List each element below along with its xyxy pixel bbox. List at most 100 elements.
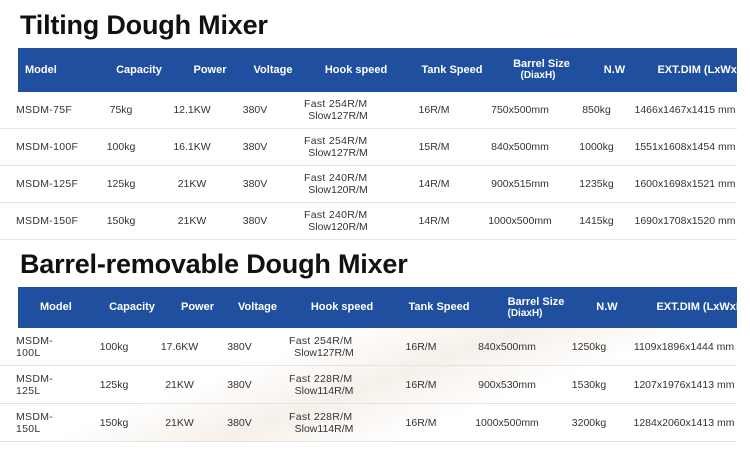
cell-model: MSDM-150L <box>16 410 54 435</box>
hook-slow: Slow127R/M <box>294 346 354 359</box>
cell-tank-speed: 16R/M <box>405 378 437 391</box>
cell-barrel-size: 840x500mm <box>491 141 549 153</box>
tilting-mixer-title: Tilting Dough Mixer <box>20 10 268 40</box>
cell-model: MSDM-100L <box>16 334 54 359</box>
cell-nw: 1530kg <box>571 378 607 391</box>
cell-barrel-size: 750x500mm <box>491 104 549 116</box>
header-nw: N.W <box>603 63 626 76</box>
cell-hook-speed: Fast 254R/M Slow127R/M <box>288 135 388 159</box>
cell-nw: 1250kg <box>571 340 607 353</box>
hook-fast: Fast 254R/M <box>304 98 368 110</box>
cell-tank-speed: 14R/M <box>418 215 450 227</box>
cell-barrel-size: 840x500mm <box>478 340 536 353</box>
header-nw: N.W <box>596 301 618 313</box>
table-row: MSDM-125L 125kg 21KW 380V Fast 228R/M Slow114… <box>0 366 737 404</box>
cell-power: 16.1KW <box>173 141 211 153</box>
table-row: MSDM-100L 100kg 17.6KW 380V Fast 254R/M Slow1… <box>0 328 737 366</box>
header-capacity: Capacity <box>116 63 162 76</box>
cell-tank-speed: 16R/M <box>418 104 450 116</box>
cell-ext-dim: 1600x1698x1521 mm <box>634 178 736 190</box>
hook-slow: Slow114R/M <box>294 422 354 435</box>
cell-voltage: 380V <box>242 215 268 227</box>
cell-barrel-size: 900x530mm <box>478 378 536 391</box>
cell-nw: 1000kg <box>579 141 614 153</box>
cell-capacity: 75kg <box>109 104 133 116</box>
cell-tank-speed: 16R/M <box>405 340 437 353</box>
header-hook-speed: Hook speed <box>324 63 388 76</box>
cell-power: 21KW <box>177 215 207 227</box>
cell-ext-dim: 1690x1708x1520 mm <box>634 215 736 227</box>
header-tank-speed: Tank Speed <box>408 301 470 313</box>
cell-capacity: 150kg <box>99 416 129 429</box>
cell-model: MSDM-100F <box>16 141 79 153</box>
removable-mixer-table: Model Capacity Power Voltage Hook speed Tank … <box>0 287 748 442</box>
header-barrel-size: Barrel Size (DiaxH) <box>498 58 578 82</box>
cell-ext-dim: 1551x1608x1454 mm <box>634 141 736 153</box>
cell-tank-speed: 14R/M <box>418 178 450 190</box>
cell-nw: 850kg <box>582 104 611 116</box>
cell-ext-dim: 1466x1467x1415 mm <box>634 104 736 116</box>
header-ext-dim: EXT.DIM (LxWxH) <box>656 301 748 313</box>
cell-capacity: 150kg <box>106 215 136 227</box>
cell-hook-speed: Fast 228R/M Slow114R/M <box>273 411 375 435</box>
cell-barrel-size: 900x515mm <box>491 178 549 190</box>
cell-model: MSDM-75F <box>16 104 73 116</box>
cell-ext-dim: 1109x1896x1444 mm <box>633 340 735 353</box>
hook-fast: Fast 228R/M <box>289 410 353 423</box>
hook-fast: Fast 240R/M <box>304 172 368 184</box>
table-row: MSDM-150F 150kg 21KW 380V Fast 240R/M Slow120… <box>0 203 737 240</box>
header-barrel-size-label: Barrel Size <box>507 295 565 308</box>
cell-model: MSDM-125L <box>16 372 54 397</box>
removable-mixer-title: Barrel-removable Dough Mixer <box>20 249 408 279</box>
cell-hook-speed: Fast 254R/M Slow127R/M <box>288 98 388 122</box>
cell-capacity: 100kg <box>99 340 129 353</box>
header-ext-dim: EXT.DIM (LxWxH) <box>657 63 749 76</box>
header-power: Power <box>180 301 214 313</box>
cell-hook-speed: Fast 240R/M Slow120R/M <box>288 172 388 196</box>
cell-capacity: 125kg <box>99 378 129 391</box>
hook-fast: Fast 254R/M <box>289 334 353 347</box>
tilting-mixer-table: Model Capacity Power Voltage Hook speed Tank … <box>0 48 749 240</box>
cell-voltage: 380V <box>242 141 268 153</box>
header-model: Model <box>25 63 57 76</box>
cell-capacity: 125kg <box>106 178 136 190</box>
cell-tank-speed: 15R/M <box>418 141 450 153</box>
table-header: Model Capacity Power Voltage Hook speed Tank … <box>18 48 749 92</box>
hook-slow: Slow120R/M <box>308 221 368 233</box>
cell-barrel-size: 1000x500mm <box>475 416 539 429</box>
header-model: Model <box>40 301 72 313</box>
cell-nw: 1415kg <box>579 215 614 227</box>
header-barrel-size-label: Barrel Size <box>513 58 570 70</box>
cell-voltage: 380V <box>227 416 252 429</box>
cell-model: MSDM-125F <box>16 178 79 190</box>
cell-ext-dim: 1284x2060x1413 mm <box>633 416 735 429</box>
table-row: MSDM-150L 150kg 21KW 380V Fast 228R/M Slow114… <box>0 404 737 442</box>
header-voltage: Voltage <box>238 301 277 313</box>
header-tank-speed: Tank Speed <box>421 63 483 76</box>
hook-slow: Slow120R/M <box>308 184 368 196</box>
hook-slow: Slow114R/M <box>294 384 354 397</box>
table-row: MSDM-100F 100kg 16.1KW 380V Fast 254R/M Slow1… <box>0 129 737 166</box>
cell-nw: 3200kg <box>571 416 607 429</box>
cell-voltage: 380V <box>227 378 252 391</box>
hook-fast: Fast 228R/M <box>289 372 353 385</box>
cell-ext-dim: 1207x1976x1413 mm <box>633 378 735 391</box>
header-capacity: Capacity <box>109 301 155 313</box>
cell-capacity: 100kg <box>106 141 136 153</box>
table-row: MSDM-75F 75kg 12.1KW 380V Fast 254R/M Slow127… <box>0 92 737 129</box>
table-row: MSDM-125F 125kg 21KW 380V Fast 240R/M Slow120… <box>0 166 737 203</box>
header-barrel-size-unit: (DiaxH) <box>507 307 543 319</box>
cell-hook-speed: Fast 240R/M Slow120R/M <box>288 209 388 233</box>
cell-voltage: 380V <box>242 104 268 116</box>
cell-model: MSDM-150F <box>16 215 79 227</box>
cell-hook-speed: Fast 254R/M Slow127R/M <box>273 335 375 359</box>
header-barrel-size: Barrel Size (DiaxH) <box>485 295 565 319</box>
cell-voltage: 380V <box>227 340 252 353</box>
cell-voltage: 380V <box>242 178 268 190</box>
header-voltage: Voltage <box>253 63 293 76</box>
cell-nw: 1235kg <box>579 178 614 190</box>
header-hook-speed: Hook speed <box>310 301 374 313</box>
hook-fast: Fast 254R/M <box>304 135 368 147</box>
header-power: Power <box>193 63 227 76</box>
header-barrel-size-unit: (DiaxH) <box>520 70 556 81</box>
